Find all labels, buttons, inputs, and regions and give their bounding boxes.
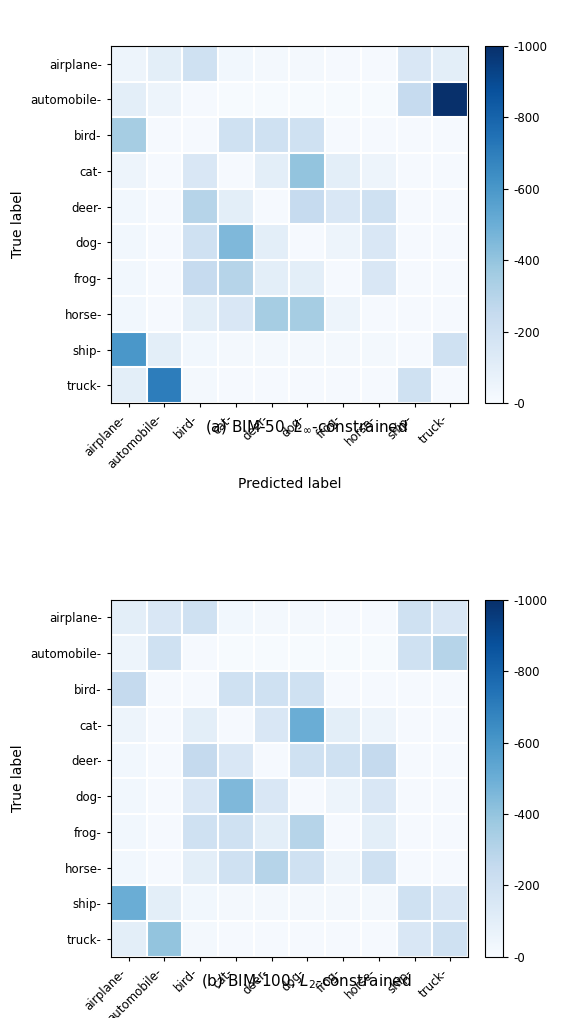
Y-axis label: True label: True label	[11, 190, 25, 259]
X-axis label: Predicted label: Predicted label	[238, 477, 341, 491]
Text: (a) BIM-50, $L_\infty$-constrained: (a) BIM-50, $L_\infty$-constrained	[205, 418, 408, 437]
Text: (b) BIM-100, $L_2$-constrained: (b) BIM-100, $L_2$-constrained	[201, 972, 412, 991]
Y-axis label: True label: True label	[11, 744, 25, 812]
